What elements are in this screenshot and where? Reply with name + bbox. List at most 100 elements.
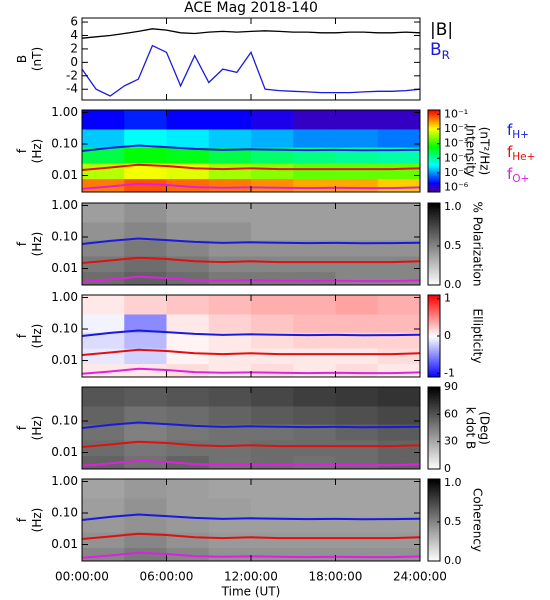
- heatmap-cell: [251, 424, 294, 441]
- heatmap-cell: [293, 347, 336, 365]
- heatmap-cell: [208, 332, 252, 349]
- heatmap-cell: [293, 147, 336, 164]
- heatmap-cell: [251, 147, 294, 164]
- colorbar-step: [428, 141, 440, 144]
- colorbar-step: [428, 111, 440, 114]
- colorbar-step: [428, 533, 440, 536]
- heatmap-cell: [208, 497, 252, 517]
- legend-subscript: He+: [512, 151, 535, 163]
- colorbar-tick-label: 10⁻²: [444, 122, 468, 135]
- colorbar-step: [428, 350, 440, 353]
- y-axis-label: f: [15, 425, 29, 430]
- colorbar-step: [428, 396, 440, 399]
- colorbar-step: [428, 497, 440, 500]
- colorbar-step: [428, 142, 440, 145]
- heatmap-cell: [166, 531, 210, 549]
- colorbar-tick-label: 0.5: [444, 515, 462, 528]
- legend-label: fH+: [507, 121, 529, 142]
- colorbar-step: [428, 275, 440, 278]
- colorbar-step: [428, 501, 440, 505]
- heatmap-cell: [251, 332, 294, 349]
- colorbar-step: [428, 442, 440, 445]
- heatmap-cell: [82, 424, 125, 441]
- colorbar-step: [428, 164, 440, 167]
- colorbar-step: [428, 203, 440, 206]
- colorbar-step: [428, 363, 440, 367]
- colorbar-step: [428, 303, 440, 306]
- heatmap-cell: [335, 162, 379, 180]
- colorbar-step: [428, 128, 440, 131]
- colorbar-step: [428, 467, 440, 470]
- heatmap-cell: [166, 295, 210, 315]
- colorbar-step: [428, 327, 440, 330]
- colorbar-step: [428, 559, 440, 562]
- heatmap-cell: [124, 531, 167, 549]
- colorbar-step: [428, 428, 440, 431]
- colorbar-step: [428, 400, 440, 403]
- colorbar-step: [428, 460, 440, 463]
- heatmap-cell: [208, 110, 252, 130]
- colorbar-step: [428, 134, 440, 137]
- heatmap: [82, 110, 420, 192]
- heatmap-cell: [335, 387, 379, 407]
- colorbar-step: [428, 237, 440, 240]
- colorbar-step: [428, 437, 440, 440]
- colorbar-step: [428, 110, 440, 113]
- legend-name: f: [507, 121, 513, 139]
- colorbar-step: [428, 177, 440, 180]
- colorbar-step: [428, 159, 440, 162]
- colorbar-step: [428, 534, 440, 537]
- colorbar-step: [428, 219, 440, 222]
- heatmap-cell: [166, 516, 210, 533]
- heatmap-cell: [293, 203, 336, 223]
- colorbar-step: [428, 252, 440, 255]
- heatmap-cell: [377, 547, 420, 561]
- colorbar-step: [428, 172, 440, 175]
- heatmap-cell: [166, 547, 210, 561]
- colorbar-tick-label: 0: [444, 462, 451, 475]
- heatmap-cell: [377, 128, 420, 148]
- colorbar-step: [428, 321, 440, 324]
- colorbar-step: [428, 242, 440, 245]
- heatmap-cell: [251, 221, 294, 241]
- colorbar-label: Ellipticity: [471, 309, 485, 364]
- colorbar-step: [428, 113, 440, 116]
- colorbar-step: [428, 255, 440, 258]
- colorbar-step: [428, 541, 440, 544]
- heatmap-cell: [82, 332, 125, 349]
- colorbar-step: [428, 429, 440, 432]
- y-tick-label: 0: [70, 55, 78, 69]
- colorbar-tick-label: 1.0: [444, 200, 462, 213]
- colorbar-step: [428, 265, 440, 268]
- colorbar-step: [428, 207, 440, 211]
- heatmap: [82, 203, 420, 285]
- colorbar-step: [428, 434, 440, 437]
- colorbar-step: [428, 492, 440, 495]
- y-axis-label: (Hz): [30, 232, 44, 257]
- colorbar-step: [428, 187, 440, 190]
- heatmap-cell: [377, 497, 420, 517]
- heatmap-cell: [208, 455, 252, 469]
- y-tick-label: -2: [66, 68, 78, 82]
- legend-label: fO+: [507, 165, 529, 186]
- heatmap-cell: [377, 255, 420, 273]
- colorbar-step: [428, 235, 440, 238]
- heatmap-cell: [335, 363, 379, 377]
- heatmap-cell: [251, 516, 294, 533]
- colorbar-step: [428, 211, 440, 214]
- heatmap-cell: [293, 178, 336, 192]
- colorbar-step: [428, 146, 440, 149]
- heatmap-cell: [208, 313, 252, 333]
- y-tick-label: 0.10: [51, 230, 78, 244]
- heatmap-cell: [124, 295, 167, 315]
- colorbar-step: [428, 299, 440, 303]
- colorbar-step: [428, 395, 440, 398]
- colorbar-step: [428, 162, 440, 165]
- x-axis-label: Time (UT): [221, 585, 281, 599]
- heatmap-cell: [166, 221, 210, 241]
- heatmap-cell: [377, 147, 420, 164]
- colorbar-step: [428, 441, 440, 444]
- heatmap-cell: [335, 110, 379, 130]
- heatmap-cell: [377, 531, 420, 549]
- colorbar-step: [428, 479, 440, 482]
